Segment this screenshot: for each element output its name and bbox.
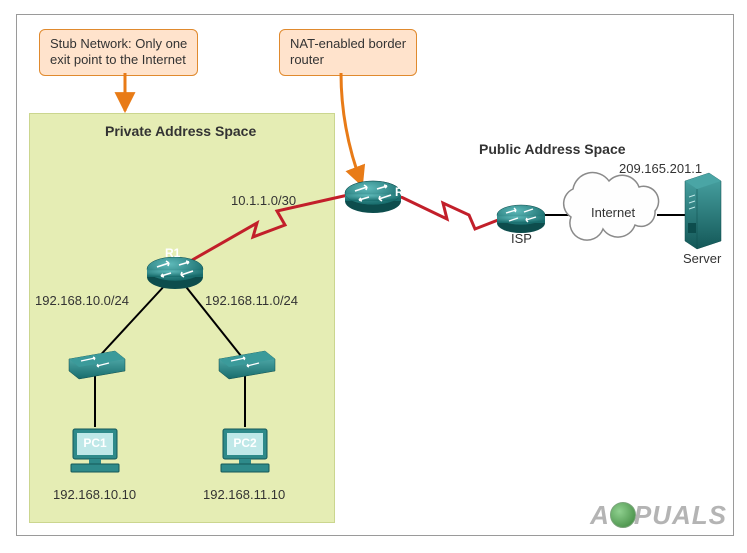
addr-r1r2: 10.1.1.0/30 [231,193,296,208]
label-pc1: PC1 [75,436,115,450]
private-address-space [29,113,335,523]
watermark-right: PUALS [634,500,727,530]
arrow-nat-to-r2 [341,73,362,185]
addr-pc1: 192.168.10.10 [53,487,136,502]
public-title: Public Address Space [479,141,626,157]
watermark-left: A [590,500,610,530]
label-r1: R1 [165,246,180,260]
addr-pc2: 192.168.11.10 [203,487,285,502]
watermark: A PUALS [590,500,727,531]
label-server: Server [683,251,721,266]
server [685,173,721,249]
private-title: Private Address Space [105,123,256,139]
label-pc2: PC2 [225,436,265,450]
router-isp [497,205,545,233]
addr-server: 209.165.201.1 [619,161,702,176]
addr-r1sw2: 192.168.11.0/24 [205,293,298,308]
diagram-frame: Stub Network: Only oneexit point to the … [16,14,734,536]
callout-nat-text: NAT-enabled borderrouter [290,36,406,67]
callout-nat: NAT-enabled borderrouter [279,29,417,76]
label-internet: Internet [591,205,635,220]
addr-r1sw1: 192.168.10.0/24 [35,293,129,308]
callout-stub: Stub Network: Only oneexit point to the … [39,29,198,76]
label-isp: ISP [511,231,532,246]
link-r2-isp-serial [397,195,511,229]
callout-stub-text: Stub Network: Only oneexit point to the … [50,36,187,67]
label-r2: R2 [395,185,410,199]
router-r2 [345,181,401,213]
globe-icon [610,502,636,528]
